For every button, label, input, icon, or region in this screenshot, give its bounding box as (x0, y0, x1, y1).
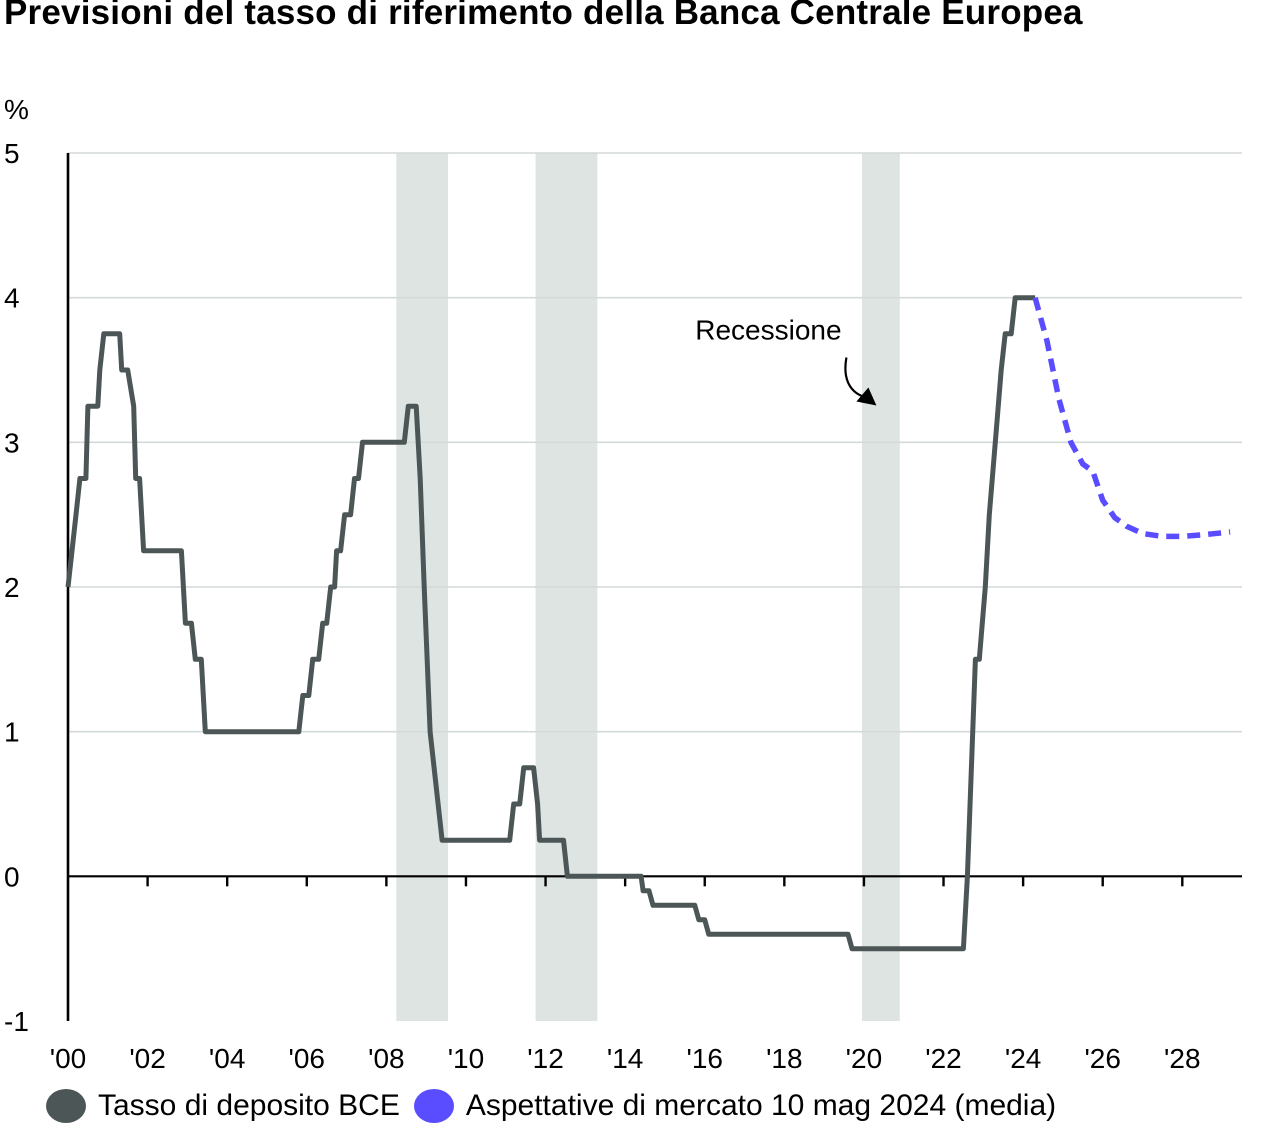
chart-plot: % -1 0 1 2 3 4 5 '00 '02 '04 '06 '08 '10 '12 '14 '16 '1… (4, 94, 1242, 1074)
y-tick-label-0: 0 (4, 861, 20, 892)
x-tick-label-2024: '24 (1005, 1043, 1042, 1074)
y-tick-label--1: -1 (4, 1006, 29, 1037)
x-tick-label-2012: '12 (527, 1043, 564, 1074)
y-axis-ticks: -1 0 1 2 3 4 5 (4, 138, 29, 1037)
x-tick-label-2000: '00 (50, 1043, 87, 1074)
legend-item-market-expectations: Aspettative di mercato 10 mag 2024 (medi… (413, 1089, 1057, 1123)
x-tick-label-2014: '14 (607, 1043, 644, 1074)
x-tick-label-2016: '16 (686, 1043, 723, 1074)
series-lines (65, 295, 1231, 952)
series-line-2 (1032, 296, 1231, 540)
x-tick-label-2002: '02 (129, 1043, 166, 1074)
annotation: Recessione (695, 314, 877, 406)
y-tick-label-5: 5 (4, 138, 20, 169)
x-tick-label-2008: '08 (368, 1043, 405, 1074)
x-tick-label-2028: '28 (1164, 1043, 1201, 1074)
chart-title: Previsioni del tasso di riferimento dell… (4, 0, 1083, 32)
recession-annotation-label: Recessione (695, 314, 841, 345)
x-tick-label-2020: '20 (846, 1043, 883, 1074)
x-tick-label-2026: '26 (1084, 1043, 1121, 1074)
legend-swatch-market-expectations (413, 1089, 454, 1123)
x-tick-label-2022: '22 (925, 1043, 962, 1074)
y-tick-label-2: 2 (4, 572, 20, 603)
y-tick-label-1: 1 (4, 717, 20, 748)
x-tick-label-2010: '10 (448, 1043, 485, 1074)
recession-annotation-arrowhead (856, 387, 877, 406)
gridlines (68, 152, 1242, 733)
y-axis-unit-label: % (4, 94, 29, 125)
y-tick-label-4: 4 (4, 283, 20, 314)
legend-label-market-expectations: Aspettative di mercato 10 mag 2024 (medi… (465, 1089, 1057, 1122)
x-axis-ticks: '00 '02 '04 '06 '08 '10 '12 '14 '16 '18 '20 '22 '24 '… (50, 876, 1201, 1074)
legend-swatch-deposit-rate (46, 1089, 86, 1123)
series-line-1 (65, 295, 1036, 952)
legend-label-deposit-rate: Tasso di deposito BCE (98, 1089, 400, 1122)
y-tick-label-3: 3 (4, 427, 20, 458)
legend-item-deposit-rate: Tasso di deposito BCE (46, 1089, 400, 1123)
x-tick-label-2018: '18 (766, 1043, 803, 1074)
chart-legend: Tasso di deposito BCE Aspettative di mer… (46, 1086, 1070, 1126)
x-tick-label-2004: '04 (209, 1043, 246, 1074)
x-tick-label-2006: '06 (289, 1043, 326, 1074)
